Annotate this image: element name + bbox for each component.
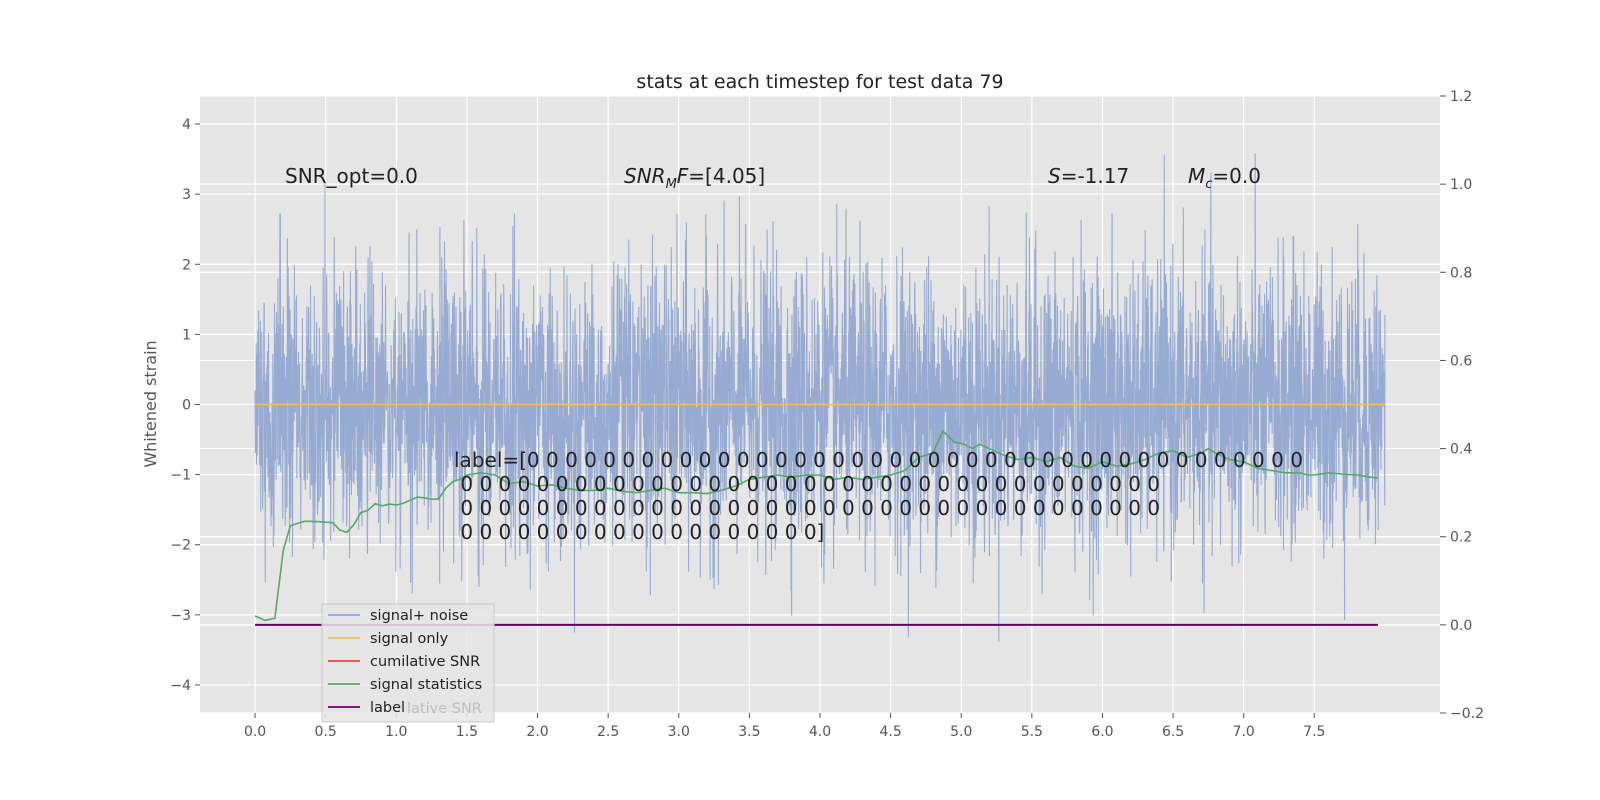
- legend-label-label: label: [370, 700, 405, 716]
- y-axis-right: −0.2 0.0 0.2 0.4 0.6 0.8 1.0 1.2: [1440, 89, 1484, 722]
- x-tick-label: 6.5: [1162, 724, 1184, 740]
- x-tick-label: 1.0: [385, 724, 407, 740]
- y-right-tick-label: 1.2: [1450, 89, 1472, 105]
- label-line-3: 0 0 0 0 0 0 0 0 0 0 0 0 0 0 0 0 0 0 0 0 …: [454, 496, 1160, 520]
- legend-box: [321, 603, 495, 723]
- annotation-snr-mf: SNRMF=[4.05]: [624, 164, 765, 192]
- y-right-tick-label: 1.0: [1450, 177, 1472, 193]
- legend-label-cumilative-snr: cumilative SNR: [370, 654, 480, 670]
- series-signal-noise: [254, 153, 1386, 642]
- x-tick-label: 2.5: [597, 724, 619, 740]
- y-axis-label: Whitened strain: [141, 340, 160, 467]
- snr-mf-italic: SNR: [624, 164, 666, 188]
- x-axis: 0.0 0.5 1.0 1.5 2.0 2.5 3.0 3.5 4.0 4.5 5.0 5.5 6.0 6…: [244, 713, 1325, 740]
- snr-mf-value: =[4.05]: [688, 164, 765, 188]
- x-tick-label: 4.0: [809, 724, 831, 740]
- snr-mf-italic2: F: [677, 164, 689, 188]
- series-line-signal-statistics: [254, 429, 1378, 622]
- annotation-mc: Mc=0.0: [1188, 164, 1261, 192]
- mc-sub: c: [1205, 177, 1212, 192]
- y-tick-label: 0: [182, 398, 191, 414]
- x-tick-label: 1.5: [456, 724, 478, 740]
- y-axis-left: −4 −3 −2 −1 0 1 2 3 4: [170, 117, 200, 694]
- label-line-1: label=[0 0 0 0 0 0 0 0 0 0 0 0 0 0 0 0 0…: [454, 448, 1303, 472]
- y-right-tick-label: 0.6: [1450, 353, 1472, 369]
- y-right-tick-label: 0.8: [1450, 265, 1472, 281]
- x-tick-label: 3.0: [668, 724, 690, 740]
- y-tick-label: −1: [170, 468, 191, 484]
- x-tick-label: 4.5: [879, 724, 901, 740]
- annotation-s: S=-1.17: [1048, 164, 1129, 188]
- x-tick-label: 5.5: [1021, 724, 1043, 740]
- x-tick-label: 7.0: [1233, 724, 1255, 740]
- s-value: =-1.17: [1061, 164, 1130, 188]
- y-tick-label: −2: [170, 538, 191, 554]
- y-tick-label: 4: [182, 117, 191, 133]
- legend-label-signal-noise: signal+ noise: [370, 608, 468, 624]
- annotation-snr-opt: SNR_opt=0.0: [285, 164, 418, 188]
- label-line-2: 0 0 0 0 0 0 0 0 0 0 0 0 0 0 0 0 0 0 0 0 …: [454, 472, 1160, 496]
- y-right-tick-label: 0.4: [1450, 442, 1472, 458]
- y-tick-label: 1: [182, 327, 191, 343]
- x-tick-label: 7.5: [1303, 724, 1325, 740]
- x-tick-label: 5.0: [950, 724, 972, 740]
- legend-label-signal-only: signal only: [370, 631, 449, 647]
- y-tick-label: 2: [182, 257, 191, 273]
- mc-value: =0.0: [1212, 164, 1261, 188]
- legend: lative SNR signal+ noise signal only cumil…: [321, 603, 495, 723]
- x-tick-label: 0.0: [244, 724, 266, 740]
- legend-label-signal-statistics: signal statistics: [370, 677, 482, 693]
- chart-title: stats at each timestep for test data 79: [636, 71, 1003, 93]
- series-line-signal-noise: [254, 153, 1386, 642]
- y-tick-label: −4: [170, 678, 191, 694]
- s-italic: S: [1048, 164, 1061, 188]
- legend-ghost-text: lative SNR: [407, 701, 482, 717]
- x-tick-label: 3.5: [738, 724, 760, 740]
- mc-italic: M: [1188, 164, 1205, 188]
- annotation-label-array: label=[0 0 0 0 0 0 0 0 0 0 0 0 0 0 0 0 0…: [454, 448, 1303, 544]
- x-tick-label: 2.0: [526, 724, 548, 740]
- y-right-tick-label: 0.2: [1450, 530, 1472, 546]
- x-tick-label: 6.0: [1091, 724, 1113, 740]
- y-right-tick-label: 0.0: [1450, 618, 1472, 634]
- y-tick-label: −3: [170, 608, 191, 624]
- snr-mf-sub: M: [666, 177, 677, 192]
- y-right-tick-label: −0.2: [1450, 706, 1484, 722]
- y-tick-label: 3: [182, 187, 191, 203]
- x-tick-label: 0.5: [315, 724, 337, 740]
- label-line-4: 0 0 0 0 0 0 0 0 0 0 0 0 0 0 0 0 0 0 0]: [454, 520, 824, 544]
